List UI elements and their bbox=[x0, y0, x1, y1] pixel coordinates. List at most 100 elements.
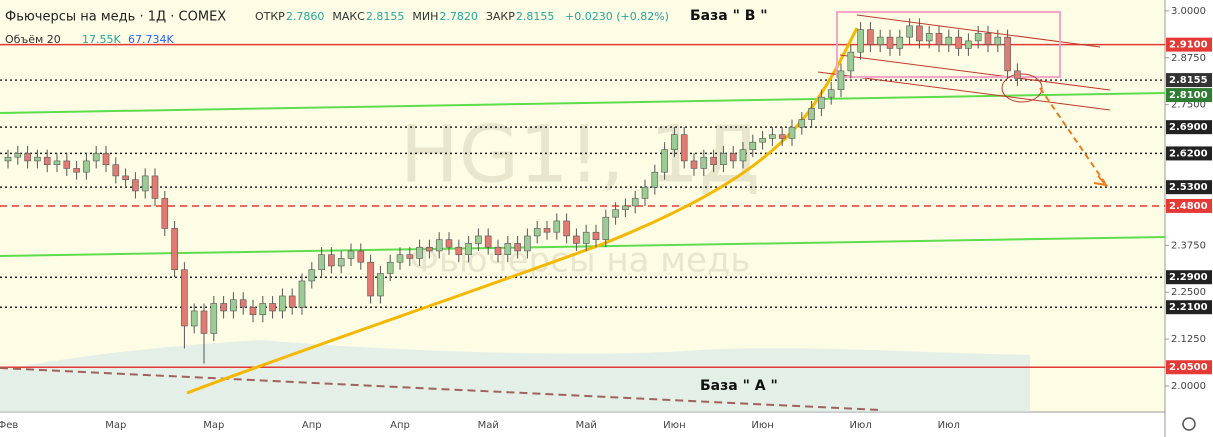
candle-body bbox=[906, 25, 913, 38]
candle-body bbox=[857, 29, 864, 53]
candle-body bbox=[132, 179, 139, 192]
candle-body bbox=[808, 108, 815, 120]
x-tick-label: Май bbox=[576, 420, 597, 431]
level-label-box bbox=[1166, 300, 1212, 315]
candle-body bbox=[92, 153, 100, 162]
ohlc-value: 2.8155 bbox=[516, 10, 555, 23]
candle-body bbox=[83, 160, 90, 173]
candle-body bbox=[788, 126, 796, 139]
highlight-ellipse bbox=[1001, 73, 1043, 103]
candle-body bbox=[524, 235, 531, 252]
channel-line bbox=[817, 71, 1111, 111]
ohlc-value: 2.7860 bbox=[286, 10, 325, 23]
candle-body bbox=[122, 175, 129, 180]
candle-body bbox=[190, 310, 198, 327]
candle-body bbox=[445, 239, 453, 248]
candle-body bbox=[749, 141, 757, 150]
x-tick-label: Апр bbox=[302, 420, 322, 431]
candle-body bbox=[641, 186, 649, 199]
candle-body bbox=[249, 306, 257, 316]
settings-icon[interactable] bbox=[1182, 417, 1196, 431]
candle-body bbox=[935, 33, 943, 45]
candle-body bbox=[112, 164, 120, 177]
candle-body bbox=[622, 205, 629, 210]
level-label-box bbox=[1166, 180, 1212, 195]
candle-body bbox=[14, 153, 22, 158]
candle-body bbox=[710, 156, 717, 165]
y-tick-label: 2.0000 bbox=[1171, 381, 1206, 392]
candle-body bbox=[543, 228, 551, 233]
candle-body bbox=[612, 209, 619, 218]
level-label: 2.2900 bbox=[1169, 272, 1208, 283]
candle-body bbox=[151, 175, 159, 199]
candle-body bbox=[553, 220, 561, 233]
candle-body bbox=[582, 231, 590, 244]
candle-body bbox=[886, 36, 894, 49]
volume-value: 17.55K bbox=[82, 33, 121, 46]
candle-body bbox=[4, 156, 12, 162]
y-tick-label: 2.2500 bbox=[1171, 287, 1206, 298]
ohlc-label: ЗАКР bbox=[486, 10, 515, 23]
x-tick-label: Мар bbox=[105, 420, 126, 431]
candle-body bbox=[1014, 70, 1021, 79]
candle-body bbox=[847, 51, 855, 72]
level-label: 2.5300 bbox=[1169, 182, 1208, 193]
candle-body bbox=[396, 254, 404, 263]
candle-body bbox=[867, 29, 874, 45]
x-tick-label: Июн bbox=[663, 420, 685, 431]
candle-body bbox=[798, 119, 806, 128]
level-label: 2.8155 bbox=[1169, 75, 1208, 86]
level-label: 2.6900 bbox=[1169, 122, 1208, 133]
candle-body bbox=[484, 235, 492, 248]
x-tick-label: Май bbox=[478, 420, 499, 431]
candle-body bbox=[269, 303, 276, 312]
x-tick-label: Июл bbox=[938, 420, 960, 431]
arrow bbox=[1039, 87, 1106, 184]
curve bbox=[186, 27, 859, 395]
level-label-box bbox=[1166, 120, 1212, 135]
candle-body bbox=[533, 228, 541, 237]
ohlc-label: ОТКР bbox=[255, 10, 285, 23]
candle-body bbox=[563, 220, 570, 237]
candle-body bbox=[455, 246, 463, 256]
trend-line bbox=[0, 367, 881, 411]
level-label-box bbox=[1166, 270, 1212, 285]
candle-body bbox=[239, 299, 247, 308]
ohlc-label: МАКС bbox=[332, 10, 365, 23]
candle-body bbox=[680, 134, 688, 162]
candle-body bbox=[494, 246, 502, 256]
candle-body bbox=[602, 216, 610, 240]
candle-body bbox=[475, 235, 482, 244]
candle-body bbox=[141, 175, 149, 192]
volume-average: 67.734K bbox=[128, 33, 174, 46]
candle-body bbox=[945, 36, 953, 45]
candle-body bbox=[73, 168, 80, 173]
candle-body bbox=[416, 246, 423, 259]
level-label-box bbox=[1166, 146, 1212, 161]
x-tick-label: Фев bbox=[0, 420, 18, 431]
level-label: 2.4800 bbox=[1169, 201, 1208, 212]
candle-body bbox=[837, 70, 845, 90]
ohlc-value: 2.7820 bbox=[439, 10, 478, 23]
annotation: База " В " bbox=[690, 8, 768, 24]
chart-title: Фьючерсы на медь · 1Д · COMEX bbox=[5, 10, 226, 25]
level-label-box bbox=[1166, 88, 1212, 103]
candle-body bbox=[916, 25, 923, 42]
candle-body bbox=[63, 160, 71, 169]
candle-body bbox=[661, 149, 668, 173]
x-tick-label: Июл bbox=[849, 420, 871, 431]
arrow-head bbox=[1093, 175, 1109, 187]
candle-body bbox=[514, 243, 521, 252]
candle-body bbox=[720, 153, 727, 165]
candle-body bbox=[690, 160, 698, 169]
candle-body bbox=[426, 246, 433, 252]
candle-body bbox=[631, 198, 639, 207]
y-tick-label: 3.0000 bbox=[1171, 6, 1206, 17]
level-label-box bbox=[1166, 360, 1212, 375]
candle-body bbox=[778, 134, 786, 139]
watermark: HG1!, 1Д bbox=[400, 110, 760, 200]
y-tick-label: 2.3750 bbox=[1171, 240, 1206, 251]
candle-body bbox=[896, 36, 904, 49]
volume-label: Объём 20 bbox=[5, 33, 61, 46]
candle-body bbox=[1004, 36, 1011, 72]
